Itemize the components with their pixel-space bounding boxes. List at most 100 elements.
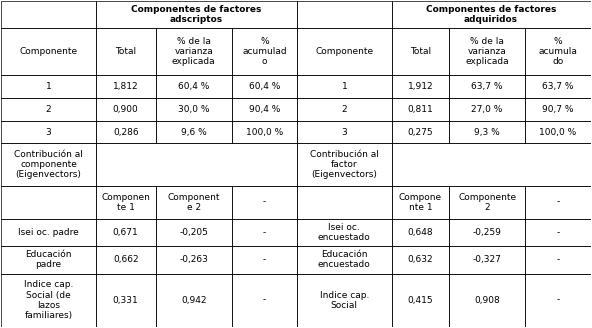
Text: 0,811: 0,811	[407, 105, 433, 114]
Text: -: -	[556, 197, 559, 207]
Bar	[96, 186, 156, 218]
Text: 0,942: 0,942	[181, 296, 207, 305]
Text: 90,7 %: 90,7 %	[542, 105, 574, 114]
Text: Componentes de factores
adquiridos: Componentes de factores adquiridos	[426, 5, 556, 24]
Bar	[525, 121, 591, 143]
Bar	[297, 28, 391, 75]
Bar	[96, 274, 156, 327]
Text: -: -	[556, 255, 559, 264]
Bar	[231, 121, 297, 143]
Bar	[297, 143, 391, 186]
Bar	[525, 98, 591, 121]
Bar	[391, 218, 449, 246]
Text: Total: Total	[115, 47, 136, 56]
Bar	[449, 246, 525, 274]
Text: Componentes de factores
adscriptos: Componentes de factores adscriptos	[131, 5, 262, 24]
Text: 2: 2	[342, 105, 347, 114]
Text: Contribución al
componente
(Eigenvectors): Contribución al componente (Eigenvectors…	[14, 150, 83, 179]
Text: 1,812: 1,812	[113, 82, 139, 91]
Text: 1: 1	[46, 82, 52, 91]
Bar	[231, 186, 297, 218]
Text: -0,259: -0,259	[472, 228, 501, 237]
Bar	[297, 121, 391, 143]
Bar	[156, 75, 231, 98]
Text: 63,7 %: 63,7 %	[542, 82, 574, 91]
Text: Componente: Componente	[20, 47, 78, 56]
Bar	[231, 28, 297, 75]
Text: 1,912: 1,912	[407, 82, 433, 91]
Text: 1: 1	[342, 82, 348, 91]
Bar	[525, 246, 591, 274]
Text: % de la
varianza
explicada: % de la varianza explicada	[172, 37, 215, 66]
Text: -: -	[263, 197, 266, 207]
Bar	[96, 98, 156, 121]
Text: Indice cap.
Social: Indice cap. Social	[320, 291, 369, 310]
Bar	[391, 75, 449, 98]
Bar	[391, 1, 591, 28]
Bar	[1, 186, 96, 218]
Bar	[156, 246, 231, 274]
Text: Compone
nte 1: Compone nte 1	[399, 193, 442, 212]
Text: -0,327: -0,327	[472, 255, 501, 264]
Text: Isei oc.
encuestado: Isei oc. encuestado	[318, 223, 371, 242]
Bar	[391, 246, 449, 274]
Text: 0,648: 0,648	[407, 228, 433, 237]
Text: -: -	[263, 255, 266, 264]
Bar	[156, 121, 231, 143]
Bar	[96, 1, 297, 28]
Bar	[525, 28, 591, 75]
Text: 9,6 %: 9,6 %	[181, 128, 207, 137]
Bar	[297, 98, 391, 121]
Text: 63,7 %: 63,7 %	[471, 82, 503, 91]
Bar	[449, 218, 525, 246]
Bar	[449, 186, 525, 218]
Text: Contribución al
factor
(Eigenvectors): Contribución al factor (Eigenvectors)	[310, 150, 379, 179]
Text: 0,900: 0,900	[113, 105, 139, 114]
Bar	[297, 218, 391, 246]
Text: 0,286: 0,286	[113, 128, 139, 137]
Text: Educación
padre: Educación padre	[25, 250, 72, 269]
Bar	[391, 186, 449, 218]
Text: 30,0 %: 30,0 %	[178, 105, 210, 114]
Text: 60,4 %: 60,4 %	[249, 82, 280, 91]
Text: -0,205: -0,205	[179, 228, 208, 237]
Bar	[1, 246, 96, 274]
Text: Indice cap.
Social (de
lazos
familiares): Indice cap. Social (de lazos familiares)	[24, 280, 73, 319]
Bar	[1, 143, 96, 186]
Bar	[391, 143, 591, 186]
Text: 0,275: 0,275	[407, 128, 433, 137]
Text: 0,671: 0,671	[113, 228, 139, 237]
Text: 9,3 %: 9,3 %	[474, 128, 500, 137]
Bar	[231, 75, 297, 98]
Text: 0,632: 0,632	[407, 255, 433, 264]
Bar	[449, 75, 525, 98]
Text: 0,662: 0,662	[113, 255, 139, 264]
Text: Componente
2: Componente 2	[458, 193, 516, 212]
Text: % de la
varianza
explicada: % de la varianza explicada	[465, 37, 509, 66]
Text: 90,4 %: 90,4 %	[249, 105, 280, 114]
Bar	[1, 75, 96, 98]
Bar	[391, 274, 449, 327]
Bar	[96, 143, 297, 186]
Text: 60,4 %: 60,4 %	[178, 82, 210, 91]
Text: 100,0 %: 100,0 %	[246, 128, 283, 137]
Bar	[1, 1, 96, 28]
Text: 0,415: 0,415	[407, 296, 433, 305]
Bar	[156, 186, 231, 218]
Text: 0,331: 0,331	[113, 296, 139, 305]
Bar	[525, 274, 591, 327]
Text: %
acumula
do: % acumula do	[538, 37, 577, 66]
Bar	[96, 75, 156, 98]
Bar	[391, 98, 449, 121]
Text: Componente: Componente	[316, 47, 374, 56]
Bar	[231, 218, 297, 246]
Bar	[1, 121, 96, 143]
Text: 0,908: 0,908	[474, 296, 500, 305]
Bar	[96, 218, 156, 246]
Text: Isei oc. padre: Isei oc. padre	[18, 228, 79, 237]
Bar	[231, 246, 297, 274]
Bar	[525, 218, 591, 246]
Bar	[156, 98, 231, 121]
Text: -: -	[556, 228, 559, 237]
Bar	[297, 75, 391, 98]
